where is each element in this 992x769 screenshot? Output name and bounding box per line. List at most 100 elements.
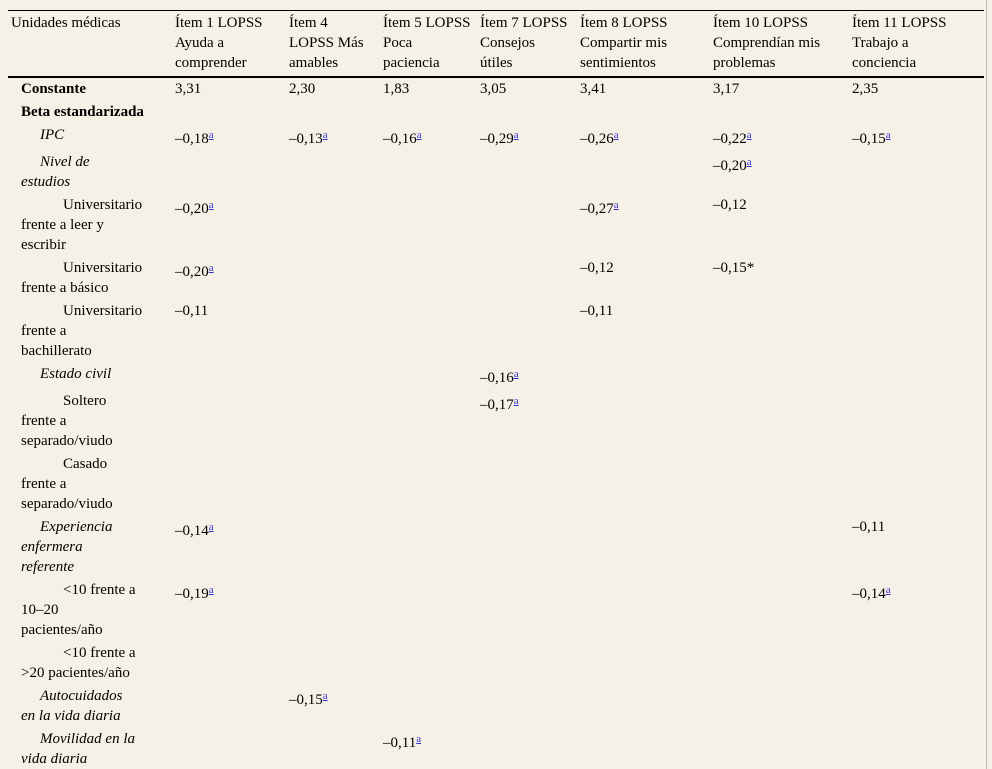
col-header-line: Consejos — [480, 35, 536, 51]
footnote-a-link[interactable]: a — [208, 129, 214, 141]
row-label-universitario-vs-leer-escribir: Universitario frente a leer y escribir — [8, 194, 175, 257]
cell-nivel-de-estudios-item-10: –0,20a — [713, 151, 852, 194]
col-header-line: Ítem 11 LOPSS — [852, 15, 947, 31]
cell-menos10-vs-mas20-item-11 — [852, 642, 984, 685]
cell-experiencia-enfermera-referente-item-5 — [383, 516, 480, 579]
beta-value: –0,18 — [175, 131, 209, 147]
cell-nivel-de-estudios-item-4 — [289, 151, 383, 194]
row-label-ipc: IPC — [8, 124, 175, 151]
cell-menos10-vs-10-20-item-1: –0,19a — [175, 579, 289, 642]
footnote-a-link[interactable]: a — [885, 129, 891, 141]
cell-movilidad-vida-diaria-item-8 — [580, 728, 713, 769]
row-label-line: Experiencia — [40, 519, 113, 535]
row-label-line: Estado civil — [40, 366, 112, 382]
row-label-line: Autocuidados — [40, 688, 123, 704]
cell-universitario-vs-leer-escribir-item-7 — [480, 194, 580, 257]
footnote-a-link[interactable]: a — [885, 584, 891, 596]
cell-menos10-vs-mas20-item-10 — [713, 642, 852, 685]
footnote-a-link[interactable]: a — [746, 129, 752, 141]
cell-constante-item-11: 2,35 — [852, 77, 984, 101]
table-row-casado-vs-separado-viudo: Casado frente a separado/viudo — [8, 453, 984, 516]
cell-universitario-vs-basico-item-5 — [383, 257, 480, 300]
footnote-a-link[interactable]: a — [322, 129, 328, 141]
cell-soltero-vs-separado-viudo-item-11 — [852, 390, 984, 453]
cell-universitario-vs-bachillerato-item-1: –0,11 — [175, 300, 289, 363]
footnote-a-link[interactable]: a — [322, 690, 328, 702]
col-header-line: LOPSS Más — [289, 35, 364, 51]
col-header-line: útiles — [480, 55, 513, 71]
cell-universitario-vs-basico-item-7 — [480, 257, 580, 300]
cell-beta-estandarizada-item-11 — [852, 101, 984, 124]
table-header: Unidades médicas Ítem 1 LOPSS Ayuda a compr… — [8, 10, 984, 78]
table-row-autocuidados-vida-diaria: Autocuidados en la vida diaria –0,15a — [8, 685, 984, 728]
cell-beta-estandarizada-item-8 — [580, 101, 713, 124]
header-row: Unidades médicas Ítem 1 LOPSS Ayuda a compr… — [8, 10, 984, 78]
footnote-a-link[interactable]: a — [513, 129, 519, 141]
cell-constante-item-10: 3,17 — [713, 77, 852, 101]
row-label-beta-estandarizada: Beta estandarizada — [8, 101, 175, 124]
footnote-a-link[interactable]: a — [208, 199, 214, 211]
cell-universitario-vs-basico-item-11 — [852, 257, 984, 300]
row-label-constante: Constante — [8, 77, 175, 101]
footnote-a-link[interactable]: a — [208, 521, 214, 533]
col-header-line: Compartir mis — [580, 35, 668, 51]
beta-value: 2,30 — [289, 81, 316, 97]
cell-nivel-de-estudios-item-1 — [175, 151, 289, 194]
table-row-universitario-vs-leer-escribir: Universitario frente a leer y escribir –0,2… — [8, 194, 984, 257]
cell-menos10-vs-mas20-item-4 — [289, 642, 383, 685]
beta-value: –0,11 — [383, 735, 417, 751]
footnote-a-link[interactable]: a — [513, 368, 519, 380]
col-header-line: paciencia — [383, 55, 440, 71]
footnote-a-link[interactable]: a — [746, 156, 752, 168]
cell-estado-civil-item-8 — [580, 363, 713, 390]
cell-universitario-vs-bachillerato-item-4 — [289, 300, 383, 363]
beta-value: 1,83 — [383, 81, 410, 97]
cell-experiencia-enfermera-referente-item-10 — [713, 516, 852, 579]
row-label-line: Nivel de — [40, 154, 90, 170]
footnote-a-link[interactable]: a — [416, 129, 422, 141]
cell-menos10-vs-mas20-item-5 — [383, 642, 480, 685]
footnote-a-link[interactable]: a — [613, 129, 619, 141]
beta-value: –0,16 — [480, 370, 514, 386]
table-row-estado-civil: Estado civil –0,16a — [8, 363, 984, 390]
footnote-a-link[interactable]: a — [613, 199, 619, 211]
cell-menos10-vs-10-20-item-11: –0,14a — [852, 579, 984, 642]
beta-value: 3,31 — [175, 81, 202, 97]
row-label-line: separado/viudo — [21, 433, 113, 449]
cell-movilidad-vida-diaria-item-1 — [175, 728, 289, 769]
col-header-line: Ítem 8 LOPSS — [580, 15, 668, 31]
row-label-universitario-vs-basico: Universitario frente a básico — [8, 257, 175, 300]
footnote-a-link[interactable]: a — [416, 733, 422, 745]
cell-ipc-item-4: –0,13a — [289, 124, 383, 151]
footnote-a-link[interactable]: a — [208, 584, 214, 596]
row-label-line: en la vida diaria — [21, 708, 121, 724]
beta-value: –0,11 — [580, 303, 614, 319]
beta-value: –0,16 — [383, 131, 417, 147]
cell-movilidad-vida-diaria-item-4 — [289, 728, 383, 769]
table-row-nivel-de-estudios: Nivel de estudios –0,20a — [8, 151, 984, 194]
cell-estado-civil-item-10 — [713, 363, 852, 390]
cell-ipc-item-1: –0,18a — [175, 124, 289, 151]
col-header-item-7: Ítem 7 LOPSS Consejos útiles — [480, 10, 580, 78]
cell-casado-vs-separado-viudo-item-7 — [480, 453, 580, 516]
col-header-line: sentimientos — [580, 55, 656, 71]
beta-value: –0,12 — [713, 197, 747, 213]
cell-estado-civil-item-11 — [852, 363, 984, 390]
col-header-item-1: Ítem 1 LOPSS Ayuda a comprender — [175, 10, 289, 78]
cell-beta-estandarizada-item-10 — [713, 101, 852, 124]
row-label-nivel-de-estudios: Nivel de estudios — [8, 151, 175, 194]
row-label-line: escribir — [21, 237, 66, 253]
cell-universitario-vs-bachillerato-item-8: –0,11 — [580, 300, 713, 363]
cell-nivel-de-estudios-item-7 — [480, 151, 580, 194]
cell-casado-vs-separado-viudo-item-1 — [175, 453, 289, 516]
col-header-line: Ítem 4 — [289, 15, 328, 31]
cell-menos10-vs-10-20-item-5 — [383, 579, 480, 642]
row-label-line: separado/viudo — [21, 496, 113, 512]
footnote-a-link[interactable]: a — [513, 395, 519, 407]
col-header-line: Unidades médicas — [11, 15, 121, 31]
footnote-a-link[interactable]: a — [208, 262, 214, 274]
cell-experiencia-enfermera-referente-item-7 — [480, 516, 580, 579]
cell-casado-vs-separado-viudo-item-4 — [289, 453, 383, 516]
beta-value: 2,35 — [852, 81, 879, 97]
